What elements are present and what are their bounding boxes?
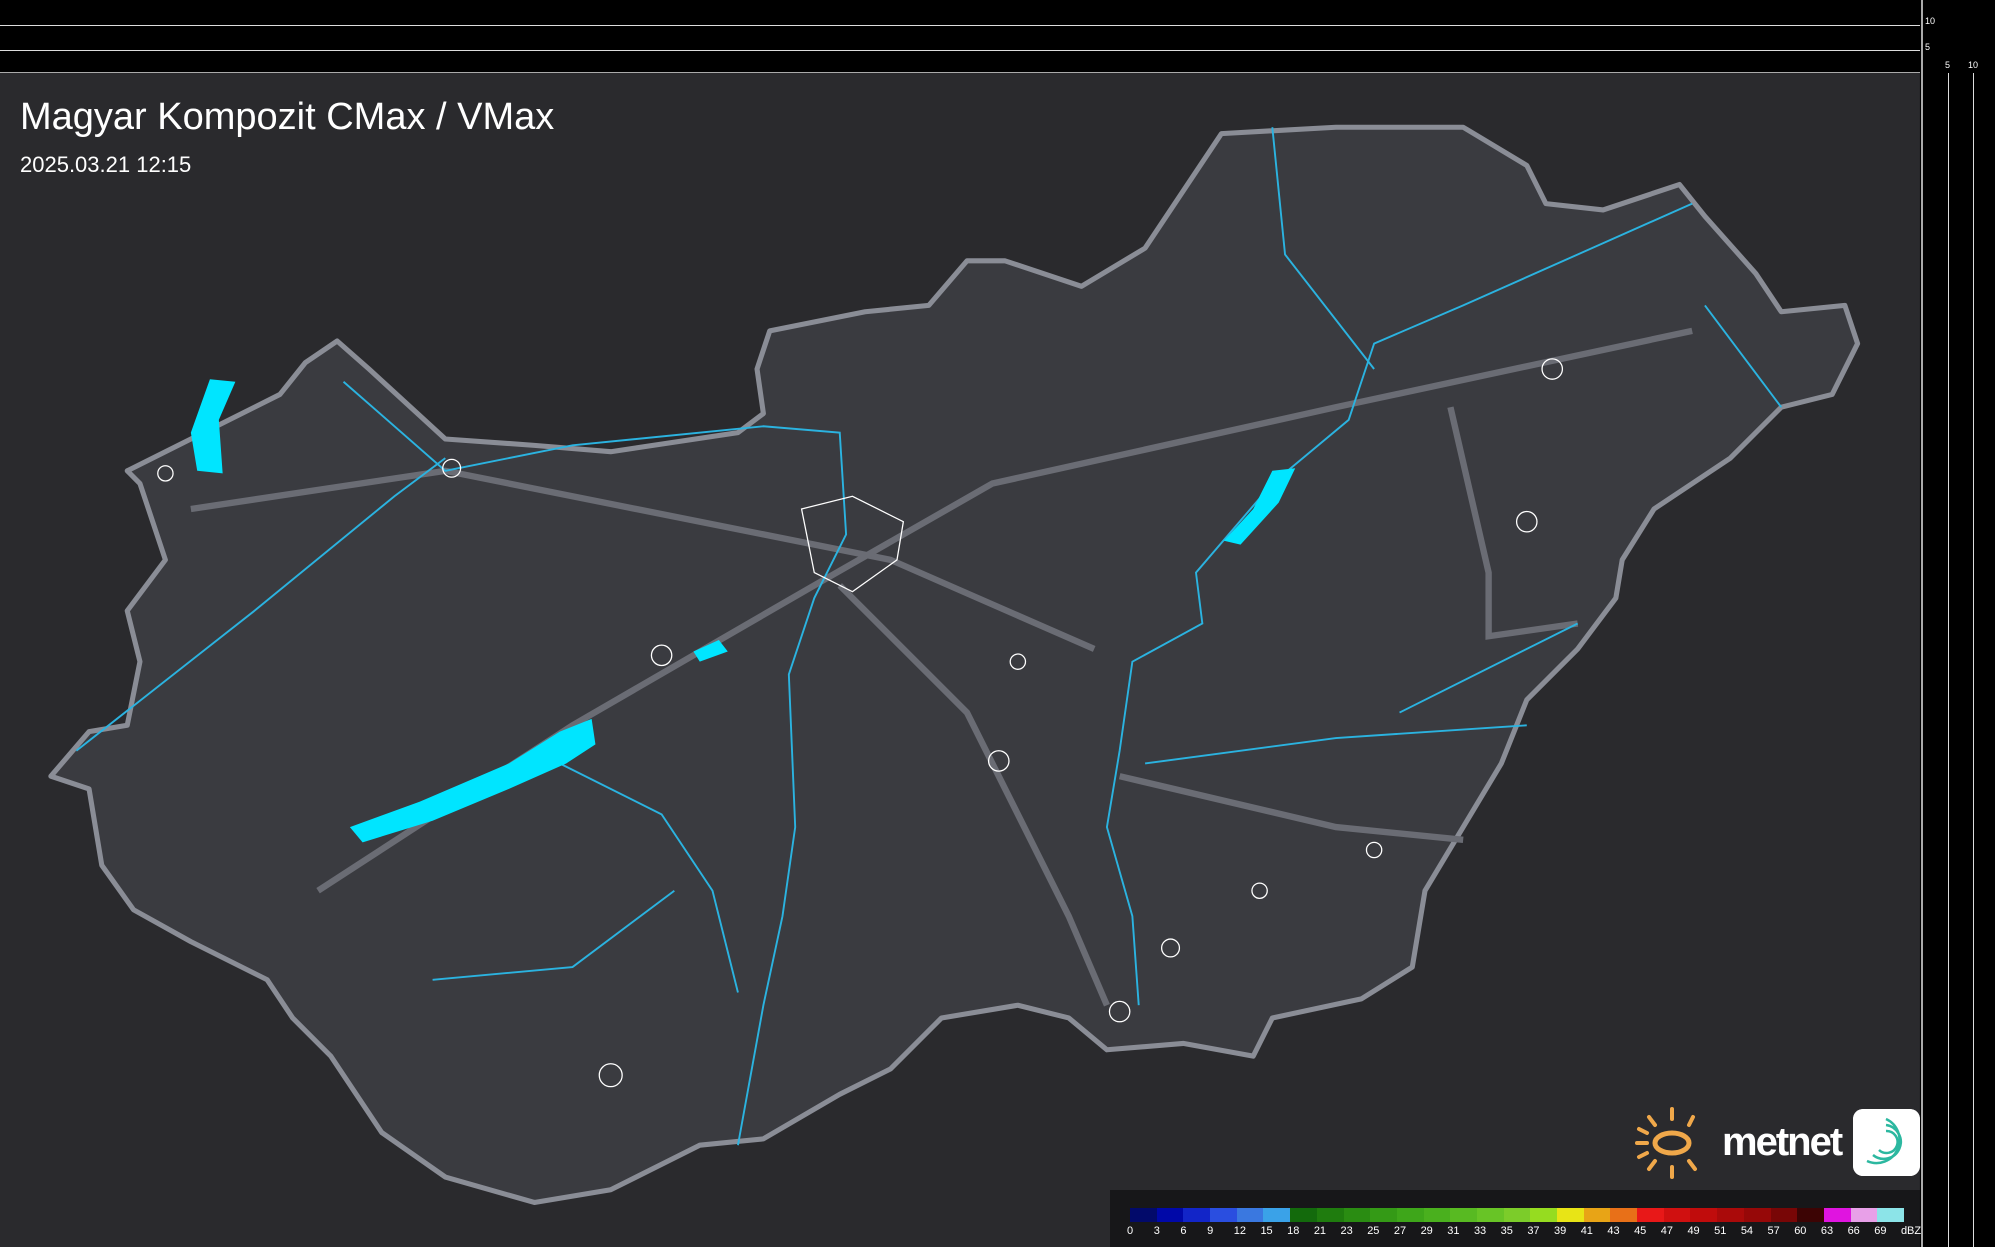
legend-swatch: [1210, 1208, 1237, 1222]
legend-label: 47: [1660, 1225, 1673, 1237]
legend-swatch: [1877, 1208, 1904, 1222]
scale-baseline: [0, 72, 1920, 73]
legend-label: 54: [1740, 1225, 1754, 1237]
legend-swatch: [1290, 1208, 1317, 1222]
legend-label: 39: [1554, 1225, 1567, 1237]
legend-label: 31: [1447, 1225, 1460, 1237]
lake-neusiedl: [190, 379, 236, 474]
lake-tisza: [1223, 468, 1296, 545]
legend-label: 6: [1180, 1225, 1187, 1237]
budapest-outline: [800, 495, 905, 593]
top-scale-strip: [0, 0, 1920, 73]
legend-swatch: [1476, 1208, 1504, 1222]
metnet-logo: metnet: [1635, 1105, 1921, 1180]
scale-line-5: [1948, 73, 1949, 1247]
tick-label: 10: [1925, 16, 1936, 26]
legend-label: 25: [1367, 1225, 1380, 1237]
legend-swatch: [1343, 1208, 1371, 1222]
legend-label: 63: [1820, 1225, 1834, 1237]
legend-label: 45: [1634, 1225, 1647, 1237]
legend-label: 0: [1127, 1225, 1134, 1237]
map-title: Magyar Kompozit CMax / VMax: [20, 96, 555, 138]
raba-river: [75, 457, 446, 752]
danube-river: [342, 381, 848, 1146]
legend-label: 21: [1313, 1225, 1327, 1237]
legend-label: 66: [1847, 1225, 1860, 1237]
brand-name: metnet: [1722, 1120, 1843, 1164]
legend-label: 33: [1473, 1225, 1487, 1237]
legend-label: 3: [1153, 1225, 1160, 1237]
legend-swatch: [1717, 1208, 1744, 1222]
tisza-river: [1105, 202, 1693, 1006]
legend-label: 35: [1500, 1225, 1513, 1237]
legend-labels: 0 3 6 9 12 15 18 21 23 25 27 29 31 33 35 37 39 41 43 45 47 49…: [1127, 1225, 1931, 1237]
lakes: [190, 379, 1296, 843]
rivers: [75, 127, 1783, 1146]
legend-label: 57: [1767, 1225, 1780, 1237]
legend-swatch: [1503, 1208, 1531, 1222]
legend-swatch: [1263, 1208, 1291, 1222]
legend-swatch: [1236, 1208, 1264, 1222]
swirl-app-icon: [1853, 1109, 1921, 1176]
legend-swatch: [1183, 1208, 1211, 1222]
legend-unit: dBZ: [1900, 1225, 1922, 1237]
tick-label: 5: [1945, 60, 1951, 70]
legend-label: 27: [1393, 1225, 1407, 1237]
city-outlines: [157, 358, 1564, 1088]
legend-swatch: [1396, 1208, 1424, 1222]
legend-label: 15: [1260, 1225, 1273, 1237]
legend-swatch: [1423, 1208, 1451, 1222]
legend-swatch: [1770, 1208, 1798, 1222]
sun-icon: [1635, 1107, 1697, 1179]
legend-swatch: [1450, 1208, 1477, 1222]
legend-swatch: [1637, 1208, 1664, 1222]
legend-swatch: [1583, 1208, 1611, 1222]
legend-label: 49: [1687, 1225, 1700, 1237]
legend-swatch: [1663, 1208, 1691, 1222]
legend-swatch: [1156, 1208, 1184, 1222]
legend-label: 12: [1233, 1225, 1246, 1237]
tick-label: 5: [1925, 42, 1931, 52]
legend-swatch: [1797, 1208, 1824, 1222]
legend-color-bar: [1130, 1208, 1904, 1222]
lake-velence: [693, 640, 728, 662]
legend-label: 29: [1420, 1225, 1433, 1237]
legend-label: 51: [1714, 1225, 1727, 1237]
legend-swatch: [1557, 1208, 1584, 1222]
legend-label: 43: [1607, 1225, 1620, 1237]
legend-label: 60: [1794, 1225, 1807, 1237]
scale-line-10: [1973, 73, 1974, 1247]
legend-label: 23: [1340, 1225, 1353, 1237]
legend-swatch: [1823, 1208, 1851, 1222]
lake-balaton: [349, 718, 596, 843]
legend-swatch: [1610, 1208, 1638, 1222]
legend-swatch: [1743, 1208, 1771, 1222]
legend-label: 69: [1874, 1225, 1887, 1237]
map-timestamp: 2025.03.21 12:15: [20, 152, 192, 177]
hungary-country-area: [48, 124, 1861, 1206]
legend-swatch: [1850, 1208, 1878, 1222]
legend-swatch: [1130, 1208, 1157, 1222]
legend-label: 37: [1527, 1225, 1540, 1237]
scale-line-10: [0, 25, 1920, 26]
legend-swatch: [1690, 1208, 1718, 1222]
right-scale-strip: 10 5 5 10: [1921, 0, 1995, 1247]
legend-label: 9: [1207, 1225, 1214, 1237]
legend-swatch: [1316, 1208, 1344, 1222]
tick-label: 10: [1968, 60, 1979, 70]
legend-label: 41: [1580, 1225, 1593, 1237]
legend-swatch: [1370, 1208, 1397, 1222]
scale-line-5: [0, 50, 1920, 51]
legend-swatch: [1530, 1208, 1557, 1222]
legend-label: 18: [1287, 1225, 1300, 1237]
dbz-color-legend: 0 3 6 9 12 15 18 21 23 25 27 29 31 33 35 37 39 41 43 45 47 49…: [1110, 1190, 1921, 1247]
